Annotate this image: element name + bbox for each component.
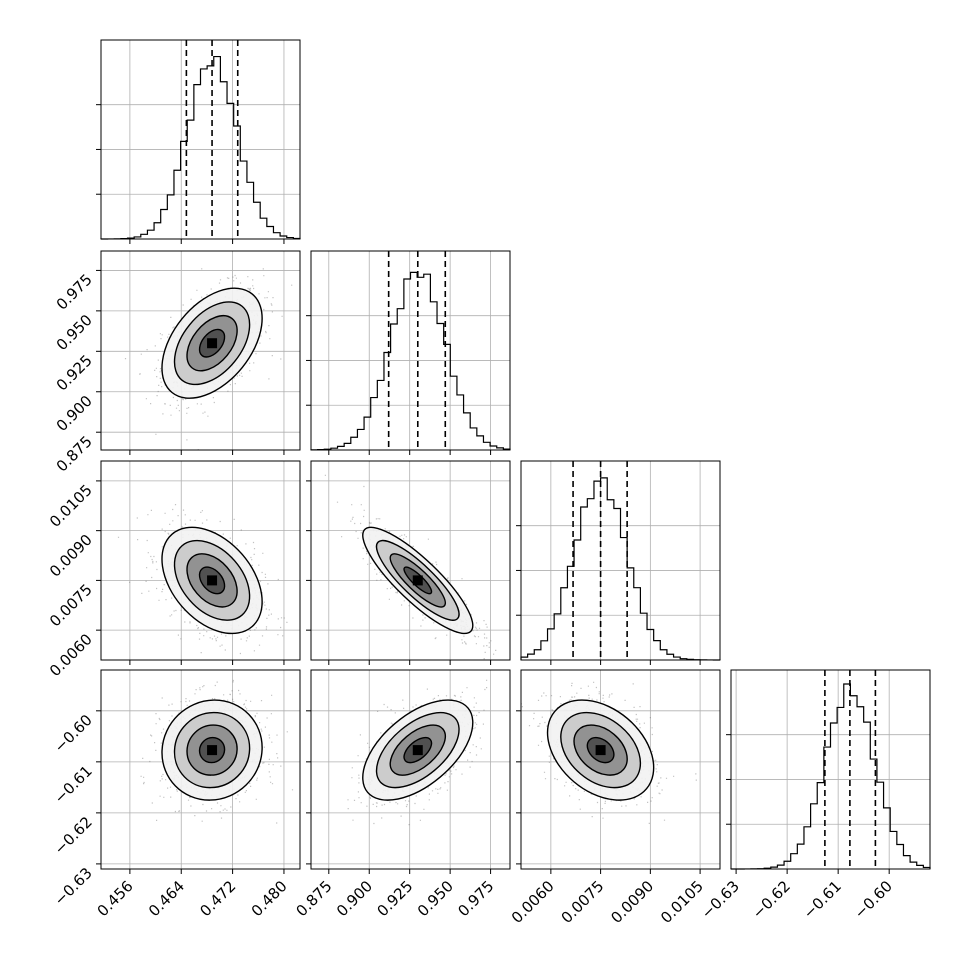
y-tick-label: 0.0090 bbox=[46, 531, 96, 581]
x-tick-label: 0.464 bbox=[145, 877, 188, 920]
x-tick-label: 0.0075 bbox=[558, 877, 608, 927]
scatter-panel bbox=[306, 461, 510, 665]
x-tick-label: 0.0060 bbox=[508, 877, 558, 927]
histogram-step bbox=[730, 683, 931, 870]
histogram-panel bbox=[306, 251, 511, 455]
scatter-frame bbox=[100, 460, 301, 661]
scatter-frame bbox=[100, 250, 301, 451]
x-tick-label: −0.61 bbox=[800, 877, 845, 922]
x-tick-label: −0.62 bbox=[749, 877, 794, 922]
histogram-panel bbox=[726, 670, 931, 874]
histogram-frame bbox=[310, 250, 511, 451]
x-tick-label: 0.925 bbox=[373, 877, 416, 920]
histogram-frame bbox=[730, 669, 931, 870]
scatter-panel bbox=[96, 251, 300, 455]
y-tick-label: 0.950 bbox=[53, 311, 96, 354]
x-tick-label: −0.63 bbox=[698, 877, 743, 922]
histogram-panel bbox=[96, 40, 301, 244]
x-tick-label: 0.975 bbox=[454, 877, 497, 920]
y-tick-label: 0.0105 bbox=[46, 481, 96, 531]
y-tick-label: 0.0060 bbox=[46, 630, 96, 680]
y-tick-label: 0.875 bbox=[53, 432, 96, 475]
histogram-step bbox=[520, 477, 721, 661]
histogram-step bbox=[310, 271, 511, 451]
histogram-panel bbox=[516, 461, 721, 665]
histogram-frame bbox=[100, 39, 301, 240]
scatter-panel bbox=[96, 461, 300, 665]
y-tick-label: 0.900 bbox=[53, 392, 96, 435]
density-peak bbox=[412, 575, 423, 586]
y-tick-label: −0.61 bbox=[51, 762, 96, 807]
x-tick-label: 0.875 bbox=[293, 877, 336, 920]
scatter-frame bbox=[520, 669, 721, 870]
y-tick-label: 0.975 bbox=[53, 271, 96, 314]
density-peak bbox=[207, 745, 218, 756]
x-tick-label: 0.480 bbox=[248, 877, 291, 920]
x-tick-label: −0.60 bbox=[851, 877, 896, 922]
x-tick-label: 0.472 bbox=[196, 877, 239, 920]
scatter-frame bbox=[310, 669, 511, 870]
scatter-frame bbox=[310, 460, 511, 661]
x-tick-label: 0.0090 bbox=[607, 877, 657, 927]
density-peak bbox=[412, 745, 423, 756]
y-tick-label: −0.62 bbox=[51, 813, 96, 858]
histogram-step bbox=[100, 55, 301, 240]
scatter-panel bbox=[96, 670, 300, 874]
x-tick-label: 0.456 bbox=[94, 877, 137, 920]
scatter-panel bbox=[516, 670, 720, 874]
y-tick-label: 0.925 bbox=[53, 351, 96, 394]
x-tick-label: 0.950 bbox=[414, 877, 457, 920]
histogram-frame bbox=[520, 460, 721, 661]
x-tick-label: 0.0105 bbox=[657, 877, 707, 927]
y-tick-label: −0.63 bbox=[51, 864, 96, 909]
density-peak bbox=[207, 338, 218, 349]
scatter-panel bbox=[306, 670, 510, 874]
y-tick-label: −0.60 bbox=[51, 711, 96, 756]
corner-panels: −0.63 −0.62 −0.61 −0.600.8750.9000.9250.950… bbox=[46, 39, 931, 927]
scatter-frame bbox=[100, 669, 301, 870]
density-peak bbox=[595, 745, 606, 756]
density-peak bbox=[207, 575, 218, 586]
x-tick-label: 0.900 bbox=[333, 877, 376, 920]
y-tick-label: 0.0075 bbox=[46, 581, 96, 631]
